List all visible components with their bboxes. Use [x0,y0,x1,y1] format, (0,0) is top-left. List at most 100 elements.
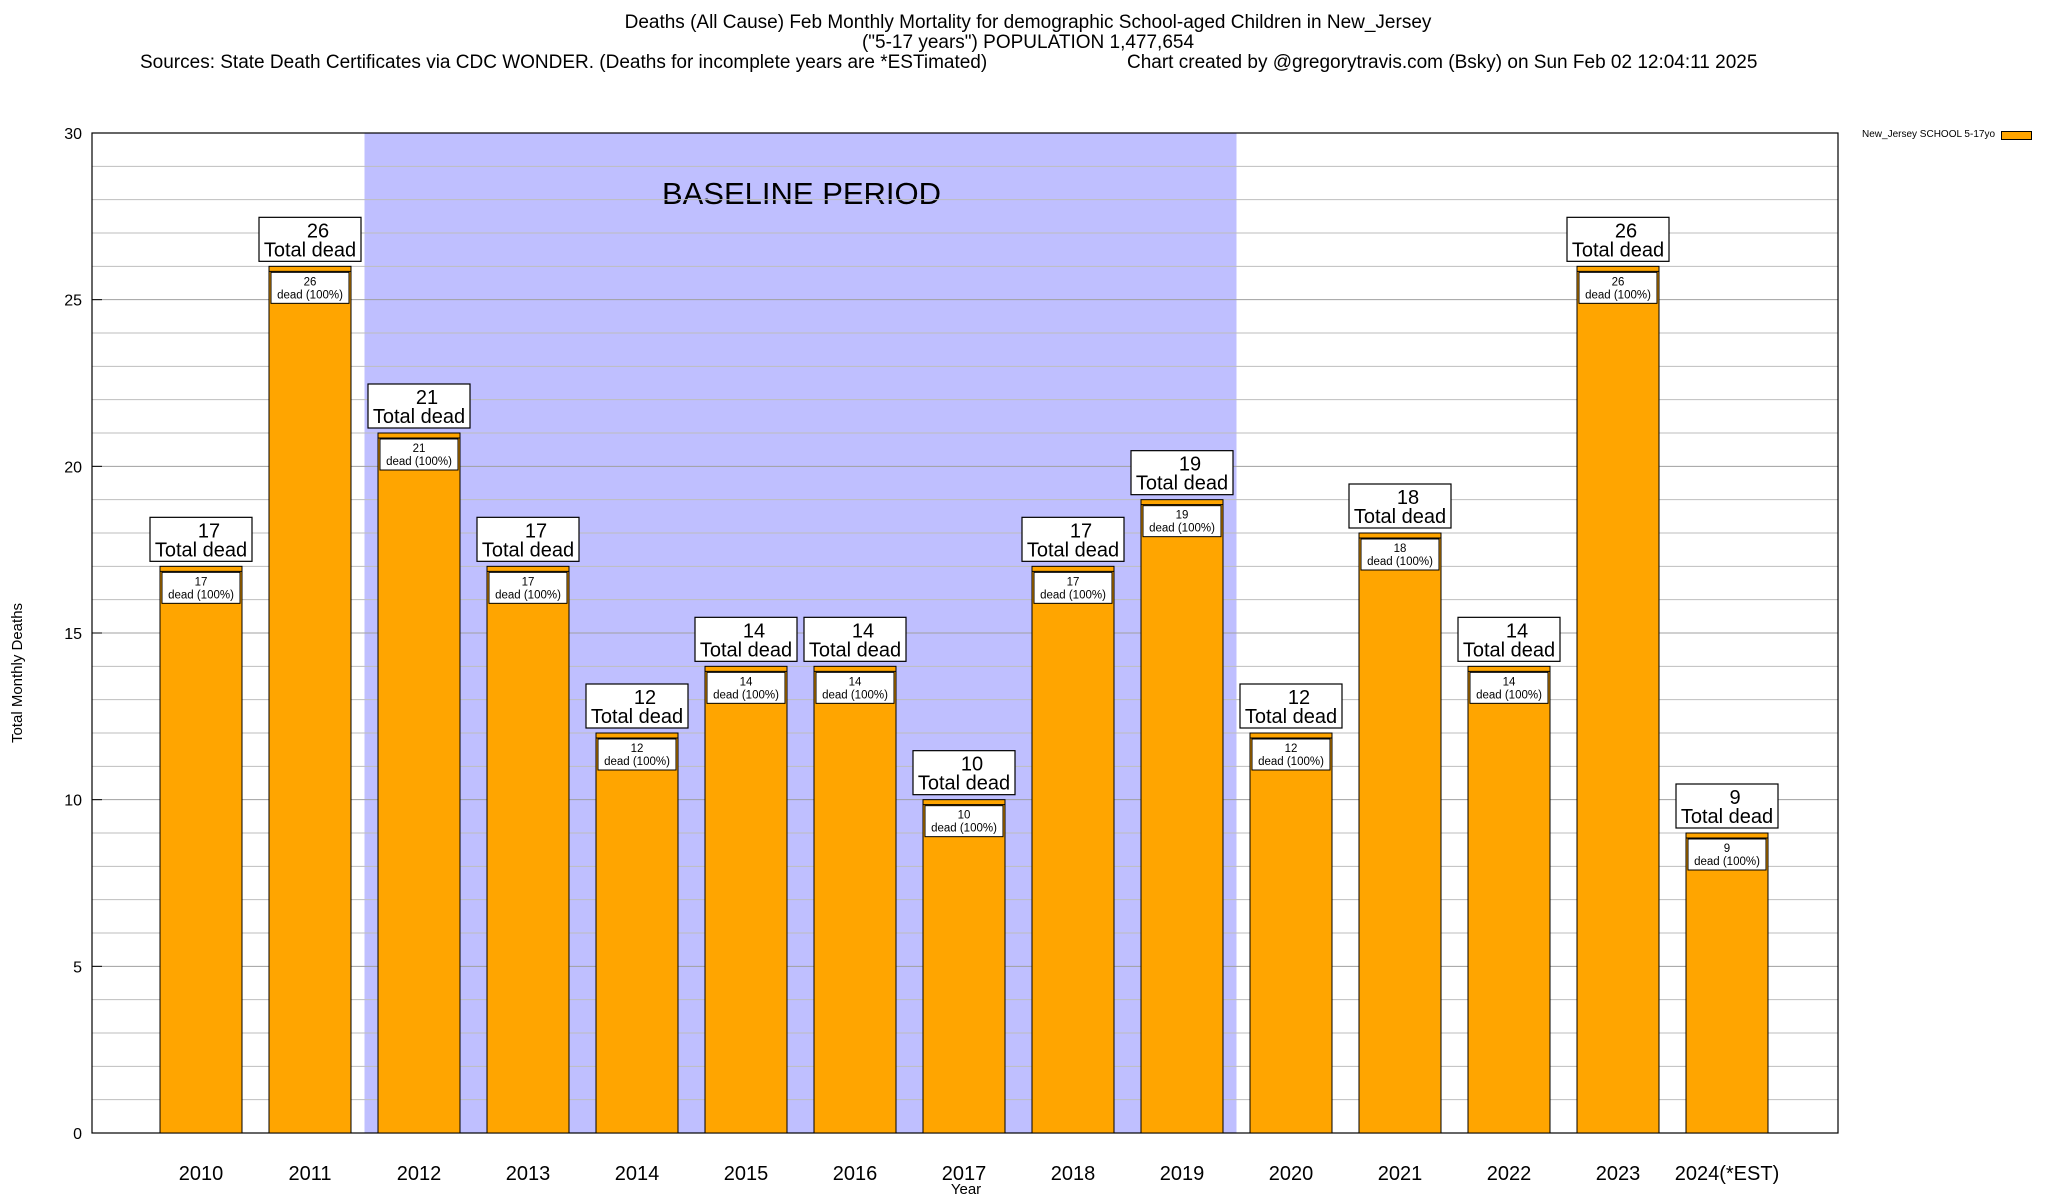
bar-inner-label: dead (100%) [1149,523,1215,535]
bar [813,665,897,1134]
bar-total-label-box [1021,516,1125,562]
chart-title: Deaths (All Cause) Feb Monthly Mortality… [624,12,1432,33]
baseline-period-label: BASELINE PERIOD [662,176,941,211]
bar-inner-label-box [1251,738,1331,771]
bar-total-label-box [1348,483,1452,529]
x-tick-label: 2024(*EST) [1675,1163,1780,1185]
bar-inner-value: 17 [522,576,535,588]
bar-total-label-box [258,216,362,262]
bar-inner-label: dead (100%) [931,823,997,835]
y-tick-label: 20 [64,459,82,476]
bar-inner-label: dead (100%) [1476,689,1542,701]
legend-label: New_Jersey SCHOOL 5-17yo [1862,129,1996,140]
bar-inner-label: dead (100%) [168,589,234,601]
bar [1467,665,1551,1134]
x-tick-label: 2022 [1487,1163,1532,1185]
x-tick-label: 2021 [1378,1163,1423,1185]
bar [922,799,1006,1134]
bar-total-label: Total dead [700,639,792,661]
bar-total-value: 14 [1506,620,1528,642]
bar-inner-value: 12 [1285,743,1298,755]
bar [377,432,461,1134]
bar-inner-label: dead (100%) [386,456,452,468]
x-tick-label: 2017 [942,1163,987,1185]
bar-total-label: Total dead [264,239,356,261]
bar-total-value: 21 [416,387,438,409]
bar-inner-value: 14 [1503,676,1516,688]
bar-total-value: 9 [1729,787,1740,809]
bar-total-label: Total dead [809,639,901,661]
bar-total-label-box [476,516,580,562]
y-tick-label: 15 [64,626,82,643]
bar-inner-label: dead (100%) [604,756,670,768]
sources-note: Sources: State Death Certificates via CD… [140,52,988,73]
bar-inner-value: 26 [1612,276,1625,288]
bar [1358,532,1442,1134]
legend: New_Jersey SCHOOL 5-17yo [1862,129,2033,141]
bar-total-value: 26 [307,220,329,242]
bar-total-label: Total dead [1572,239,1664,261]
bar-inner-value: 18 [1394,543,1407,555]
bar-total-value: 14 [743,620,765,642]
bar-total-value: 12 [634,687,656,709]
y-tick-label: 10 [64,793,82,810]
bar-inner-label-box [379,438,459,471]
bar-total-value: 14 [852,620,874,642]
bar [1031,565,1115,1134]
bar-total-label: Total dead [482,539,574,561]
bar-total-label-box [149,516,253,562]
bar-inner-label-box [270,271,350,304]
bar [595,732,679,1134]
x-tick-label: 2012 [397,1163,442,1185]
bar-inner-label-box [1578,271,1658,304]
x-tick-label: 2011 [288,1163,331,1185]
bar-inner-value: 14 [849,676,862,688]
bar-total-value: 19 [1179,454,1201,476]
bar-inner-label-box [161,571,241,604]
bar-inner-label: dead (100%) [1367,556,1433,568]
bar [159,565,243,1134]
bar-inner-label: dead (100%) [1040,589,1106,601]
bar-total-label-box [1239,683,1343,729]
x-tick-label: 2020 [1269,1163,1314,1185]
bar-total-label-box [912,750,1016,796]
bar-total-label: Total dead [1681,806,1773,828]
bar-total-label-box [1457,616,1561,662]
bar-inner-value: 10 [958,810,971,822]
bar-total-label-box [585,683,689,729]
bar-inner-label-box [597,738,677,771]
bar-total-label: Total dead [1136,473,1228,495]
bar-inner-label: dead (100%) [277,289,343,301]
bar-inner-label-box [1033,571,1113,604]
x-tick-label: 2015 [724,1163,769,1185]
bar-inner-value: 12 [631,743,644,755]
x-tick-label: 2010 [179,1163,224,1185]
bar-total-label-box [694,616,798,662]
bar-inner-label-box [488,571,568,604]
y-tick-label: 0 [73,1126,82,1143]
bar-total-label: Total dead [918,773,1010,795]
bar-inner-label-box [1360,538,1440,571]
bar [1249,732,1333,1134]
bar-inner-label-box [815,671,895,704]
bar-inner-value: 19 [1176,510,1189,522]
x-tick-label: 2014 [615,1163,660,1185]
bar-inner-value: 14 [740,676,753,688]
bar-total-value: 17 [198,520,220,542]
bar-inner-label: dead (100%) [1694,856,1760,868]
bar-total-label-box [1566,216,1670,262]
bar-inner-label: dead (100%) [713,689,779,701]
bar [486,565,570,1134]
bar-total-value: 10 [961,754,983,776]
bar-inner-label-box [1469,671,1549,704]
bar-total-label: Total dead [1354,506,1446,528]
bar [1576,265,1660,1134]
bar-inner-label: dead (100%) [495,589,561,601]
bar-total-label: Total dead [373,406,465,428]
bar-total-label: Total dead [1463,639,1555,661]
bar-total-value: 18 [1397,487,1419,509]
chart-credit: Chart created by @gregorytravis.com (Bsk… [1127,52,1758,73]
bar-inner-label: dead (100%) [1585,289,1651,301]
bar-inner-value: 17 [195,576,208,588]
